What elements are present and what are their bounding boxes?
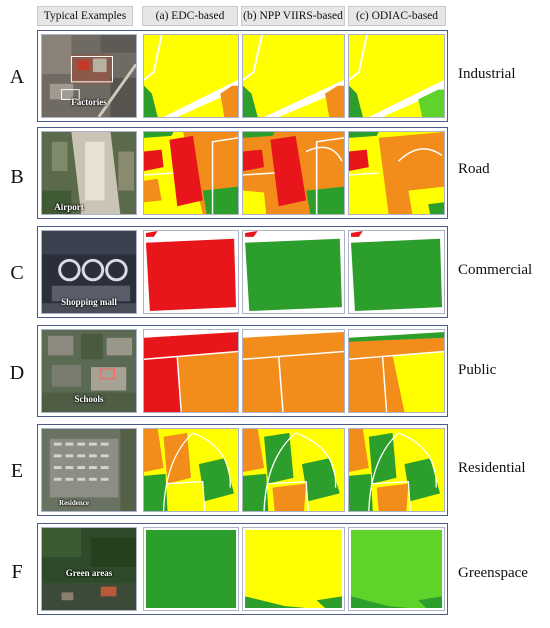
row-letter-e: E [10, 460, 24, 482]
row-road: Airport [37, 127, 448, 219]
row-letter-b: B [10, 166, 24, 188]
map-industrial-npp [242, 34, 345, 118]
example-label-factories: Factories [71, 97, 107, 107]
map-residential-odiac [348, 428, 445, 512]
header-odiac-based: (c) ODIAC-based [348, 6, 446, 26]
row-industrial: Factories [37, 30, 448, 122]
header-npp-viirs-based: (b) NPP VIIRS-based [241, 6, 345, 26]
map-commercial-edc [143, 230, 239, 314]
map-road-odiac [348, 131, 445, 215]
map-public-npp [242, 329, 345, 413]
category-road: Road [458, 161, 490, 177]
example-photo-green-areas: Green areas [41, 527, 137, 611]
example-photo-airport: Airport [41, 131, 137, 215]
map-public-edc [143, 329, 239, 413]
map-greenspace-edc [143, 527, 239, 611]
row-letter-c: C [10, 262, 24, 284]
row-commercial: Shopping mall [37, 226, 448, 318]
map-road-edc [143, 131, 239, 215]
row-public: Schools [37, 325, 448, 417]
map-commercial-npp [242, 230, 345, 314]
map-industrial-odiac [348, 34, 445, 118]
example-photo-schools: Schools [41, 329, 137, 413]
row-letter-d: D [9, 362, 25, 384]
category-industrial: Industrial [458, 66, 516, 82]
map-greenspace-npp [242, 527, 345, 611]
example-label-shopping-mall: Shopping mall [61, 297, 117, 307]
map-road-npp [242, 131, 345, 215]
row-greenspace: Green areas [37, 523, 448, 615]
map-residential-edc [143, 428, 239, 512]
category-commercial: Commercial [458, 262, 533, 278]
example-label-airport: Airport [54, 202, 84, 212]
category-residential: Residential [458, 460, 526, 476]
row-letter-f: F [11, 561, 23, 583]
example-label-schools: Schools [74, 394, 104, 404]
row-letter-a: A [9, 66, 25, 88]
example-photo-shopping-mall: Shopping mall [41, 230, 137, 314]
category-greenspace: Greenspace [458, 565, 528, 581]
header-typical-examples: Typical Examples [37, 6, 133, 26]
example-photo-residence: Residence [41, 428, 137, 512]
map-residential-npp [242, 428, 345, 512]
category-public: Public [458, 362, 497, 378]
example-label-green-areas: Green areas [65, 568, 113, 578]
map-greenspace-odiac [348, 527, 445, 611]
header-edc-based: (a) EDC-based [142, 6, 238, 26]
example-photo-factories: Factories [41, 34, 137, 118]
map-public-odiac [348, 329, 445, 413]
row-residential: Residence [37, 424, 448, 516]
map-commercial-odiac [348, 230, 445, 314]
example-label-residence: Residence [59, 499, 89, 507]
map-industrial-edc [143, 34, 239, 118]
